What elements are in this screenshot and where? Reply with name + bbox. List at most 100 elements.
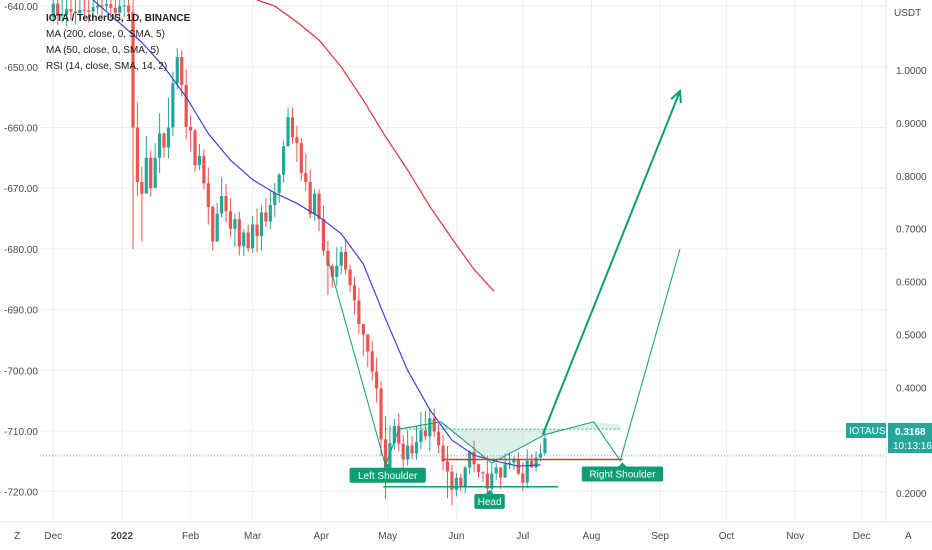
candle-body <box>286 117 290 147</box>
candle-body <box>211 206 215 242</box>
candle-body <box>228 211 233 229</box>
candle-body <box>268 205 272 222</box>
annotation-pointer <box>383 463 392 468</box>
candle-body <box>481 472 485 474</box>
ma50-line <box>92 0 541 467</box>
candle-body <box>144 157 148 194</box>
candle-body <box>153 157 157 189</box>
pattern-fill <box>385 421 621 464</box>
time-tick-label: Sep <box>651 531 669 542</box>
time-scale[interactable]: Dec 2022 Feb Mar Apr May Jun Jul Aug Sep Oct Nov Dec <box>44 531 870 542</box>
right-axis-unit: USDT <box>894 8 921 19</box>
legend-rsi[interactable]: RSI (14, close, SMA, 14, 2) <box>46 61 167 72</box>
candle-body <box>459 477 463 487</box>
candle-body <box>397 426 401 444</box>
annotation-box <box>474 493 505 509</box>
time-tick-label: Apr <box>313 531 329 542</box>
candle-body <box>206 183 210 207</box>
candle-body <box>503 464 507 478</box>
candle-body <box>441 445 445 462</box>
candle-body <box>326 250 330 266</box>
time-tick-label: Dec <box>853 531 871 542</box>
projection-line <box>619 248 681 461</box>
candle-body <box>472 451 476 465</box>
left-tick-label: -660.00 <box>4 123 38 134</box>
projection-arrow <box>541 90 681 435</box>
candle-body <box>109 4 113 8</box>
candle-body <box>428 418 432 437</box>
candle-body <box>388 443 392 468</box>
candle-body <box>162 133 166 148</box>
candle-body <box>370 351 374 372</box>
left-tick-label: -710.00 <box>4 427 38 438</box>
candle-body <box>64 9 69 15</box>
candle-body <box>490 473 494 489</box>
candle-body <box>78 9 82 14</box>
candle-body <box>348 269 352 286</box>
candle-body <box>180 57 184 85</box>
bar-countdown: 10:13:16 <box>893 441 932 452</box>
legend-ma200[interactable]: MA (200, close, 0, SMA, 5) <box>46 29 165 40</box>
annotation-label: Right Shoulder <box>589 470 656 481</box>
candle-body <box>295 137 299 144</box>
candle-body <box>361 324 365 335</box>
candle-body <box>352 285 357 301</box>
left-price-scale: -640.00 -650.00 -660.00 -670.00 -680.00 -690.… <box>4 2 38 499</box>
candle-body <box>166 127 171 148</box>
candle-body <box>379 388 383 440</box>
candles <box>51 0 547 506</box>
candle-body <box>534 457 538 468</box>
time-tick-label: Oct <box>719 531 735 542</box>
annotation-label: Left Shoulder <box>358 471 418 482</box>
candle-body <box>197 155 202 166</box>
left-tick-label: -720.00 <box>4 488 38 499</box>
candle-body <box>299 143 303 173</box>
time-tick-label: May <box>378 531 397 542</box>
candle-body <box>277 174 281 194</box>
candle-body <box>100 5 104 7</box>
candle-body <box>383 439 388 468</box>
chart-title[interactable]: IOTA / TetherUS, 1D, BINANCE <box>46 13 191 24</box>
candle-body <box>317 193 321 220</box>
candle-body <box>485 473 489 489</box>
candle-body <box>215 213 219 242</box>
candle-body <box>51 3 55 17</box>
candle-body <box>220 196 224 214</box>
pattern-fill-area <box>385 421 621 464</box>
timezone-z-button[interactable]: Z <box>14 531 20 542</box>
candle-body <box>246 232 250 249</box>
candle-body <box>432 418 436 432</box>
time-tick-label: Feb <box>182 531 200 542</box>
candle-body <box>87 10 91 12</box>
pattern-lines <box>40 88 886 488</box>
candle-body <box>419 430 423 442</box>
auto-scale-button[interactable]: A <box>905 531 912 542</box>
right-tick-label: 0.9000 <box>896 119 927 130</box>
candle-body <box>104 4 109 7</box>
price-tag-bg <box>888 423 932 453</box>
legend-ma50[interactable]: MA (50, close, 0, SMA, 5) <box>46 45 159 56</box>
candle-body <box>113 7 117 13</box>
left-tick-label: -700.00 <box>4 366 38 377</box>
candle-body <box>463 467 467 487</box>
right-tick-label: 0.6000 <box>896 278 927 289</box>
last-price-value: 0.3168 <box>895 427 926 438</box>
annotation-pointer <box>485 489 494 494</box>
candle-body <box>330 265 334 277</box>
candle-body <box>450 471 454 490</box>
candle-body <box>56 3 60 16</box>
candle-body <box>188 126 193 131</box>
arrow-head <box>670 88 682 104</box>
time-tick-label: Jun <box>448 531 464 542</box>
candle-body <box>202 155 206 184</box>
candle-body <box>69 9 73 12</box>
right-tick-label: 0.5000 <box>896 330 927 341</box>
right-tick-label: 0.4000 <box>896 383 927 394</box>
candle-body <box>126 5 131 13</box>
candle-body <box>60 14 64 16</box>
candle-body <box>122 5 126 7</box>
candle-body <box>445 461 450 472</box>
candle-body <box>242 232 246 247</box>
candle-body <box>339 251 343 266</box>
candle-body <box>149 157 153 189</box>
